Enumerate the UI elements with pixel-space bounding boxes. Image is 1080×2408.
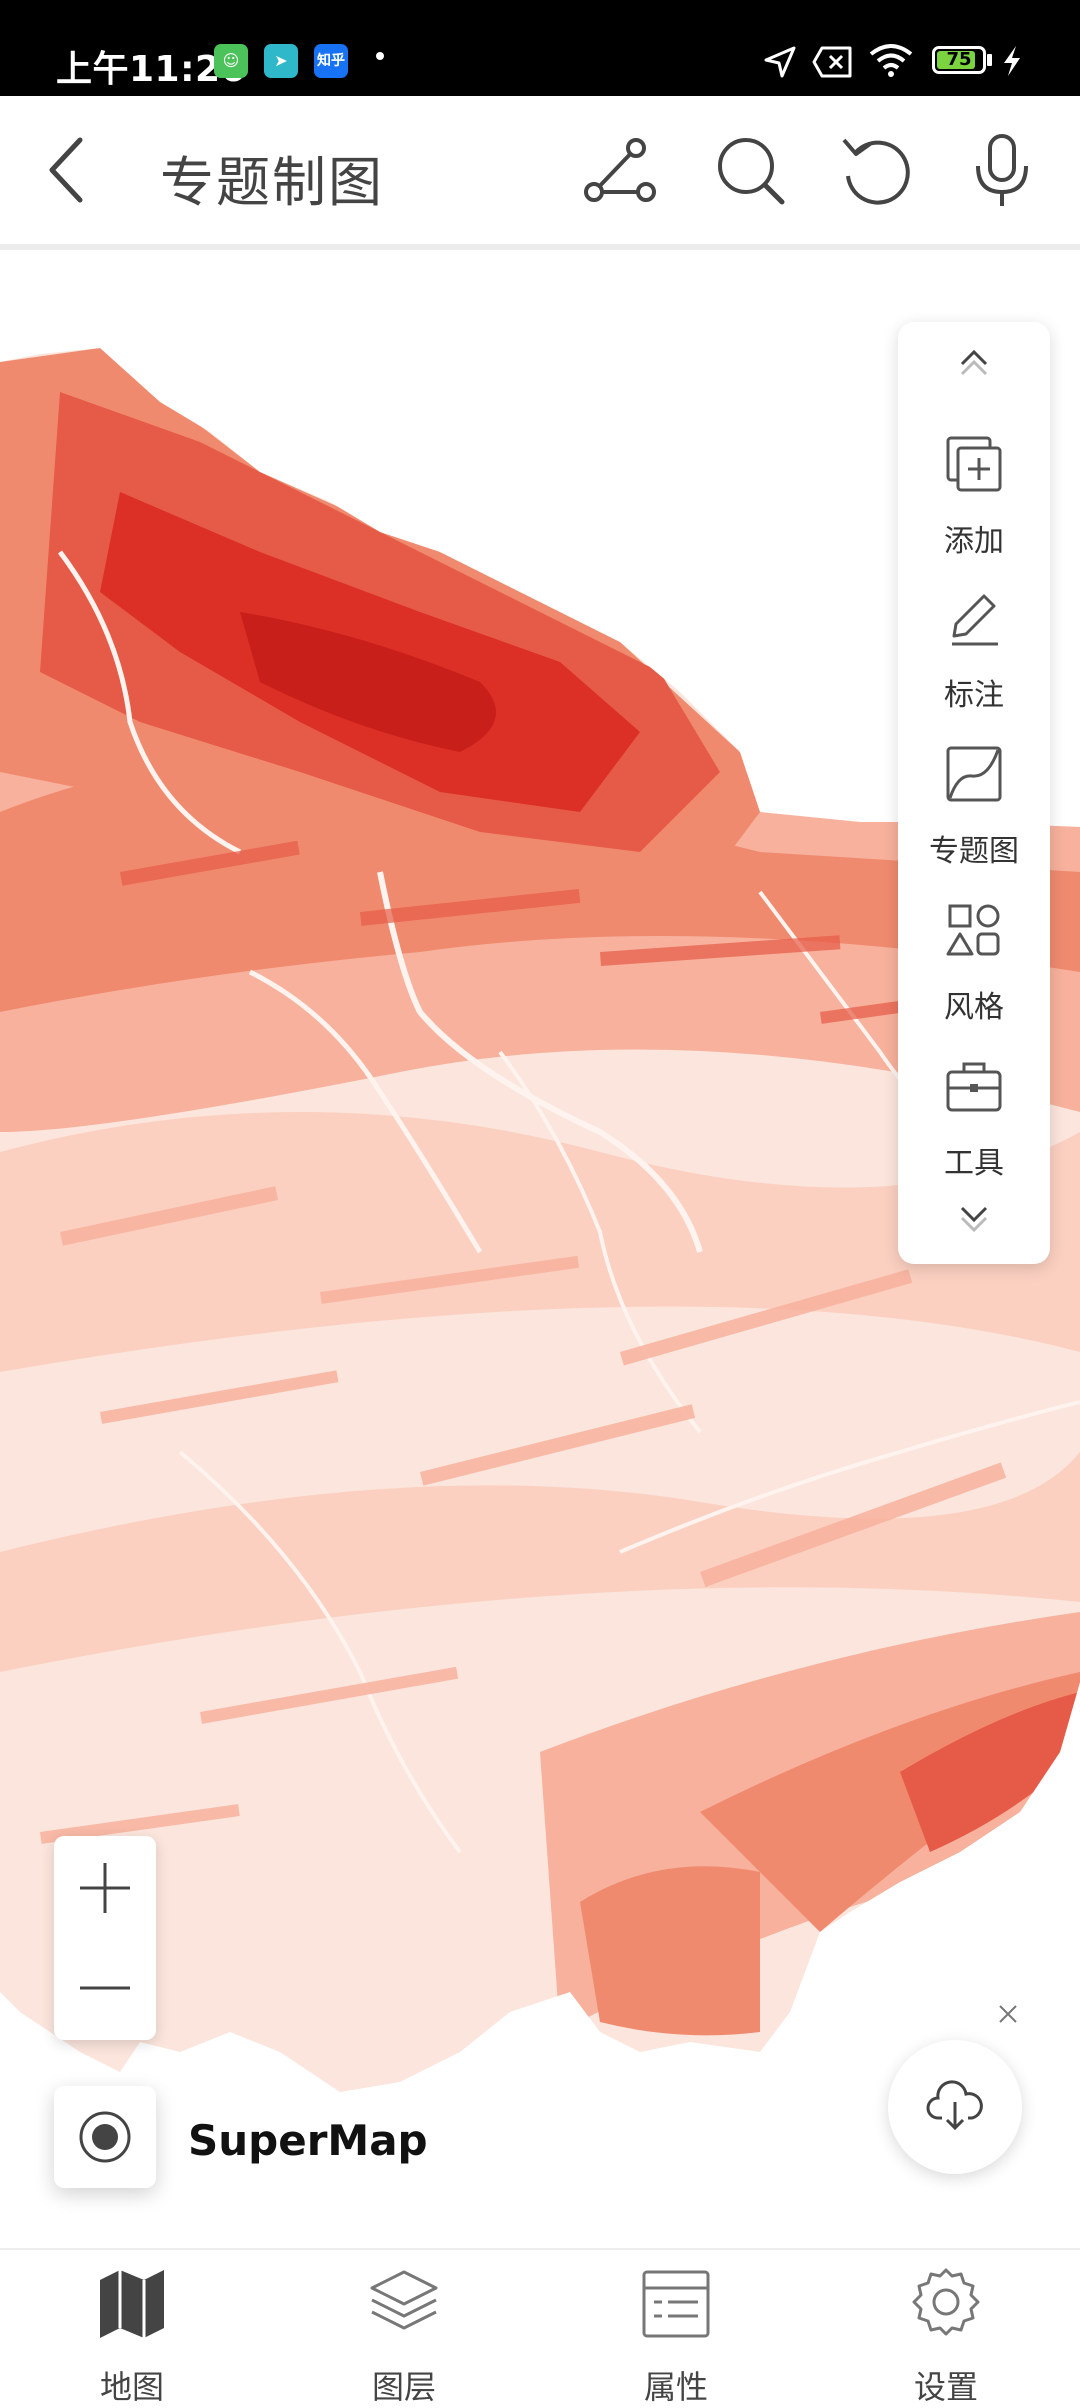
nav-attributes[interactable]: 属性 <box>576 2250 776 2406</box>
tool-style-label: 风格 <box>944 990 1004 1025</box>
map-icon <box>100 2270 164 2338</box>
download-button[interactable] <box>888 2040 1022 2174</box>
zoom-control <box>54 1836 156 2040</box>
chevron-up-icon[interactable] <box>954 342 994 382</box>
location-arrow-icon <box>764 46 796 78</box>
page-title: 专题制图 <box>160 151 384 214</box>
tool-style[interactable]: 风格 <box>898 900 1050 1050</box>
paper-plane-app-icon: ➤ <box>264 44 298 78</box>
bottom-navigation: 地图 图层 属性 设置 <box>0 2248 1080 2406</box>
thematic-map-icon <box>946 746 1002 802</box>
layers-icon <box>370 2270 438 2330</box>
battery-indicator: 75 <box>932 46 986 74</box>
wifi-icon <box>869 44 913 77</box>
microphone-icon[interactable] <box>962 130 1042 210</box>
shapes-style-icon <box>946 904 1000 956</box>
locate-button[interactable] <box>54 2086 156 2188</box>
nav-settings-label: 设置 <box>913 2368 978 2406</box>
chevron-down-icon[interactable] <box>954 1200 994 1240</box>
tool-thematic-map-label: 专题图 <box>929 834 1019 869</box>
no-sim-icon <box>812 46 852 78</box>
cloud-download-icon <box>926 2080 983 2131</box>
zoom-in-button[interactable] <box>54 1836 156 1936</box>
close-icon[interactable] <box>996 2002 1020 2026</box>
measure-path-icon[interactable] <box>580 130 660 210</box>
nav-settings[interactable]: 设置 <box>846 2250 1046 2406</box>
notification-dot <box>376 52 384 60</box>
attribute-table-icon <box>642 2270 710 2338</box>
header-divider <box>0 244 1080 250</box>
map-source-label: SuperMap <box>188 2116 428 2165</box>
tool-annotate[interactable]: 标注 <box>898 588 1050 738</box>
toolbox-icon <box>946 1062 1002 1112</box>
thematic-map-raster <box>0 348 1080 2092</box>
tool-add[interactable]: 添加 <box>898 434 1050 584</box>
back-button[interactable] <box>40 130 90 210</box>
nav-map-label: 地图 <box>99 2368 164 2406</box>
zoom-out-button[interactable] <box>54 1938 156 2038</box>
charging-icon <box>1004 46 1020 76</box>
pencil-icon <box>952 594 998 646</box>
tool-tools-label: 工具 <box>944 1146 1004 1181</box>
map-toolbar: 添加 标注 专题图 风格 工具 <box>898 322 1050 1264</box>
add-layer-icon <box>946 436 1002 492</box>
app-header <box>0 96 1080 246</box>
nav-map[interactable]: 地图 <box>32 2250 232 2406</box>
nav-layers[interactable]: 图层 <box>304 2250 504 2406</box>
tool-add-label: 添加 <box>944 524 1004 559</box>
settings-gear-icon <box>912 2268 980 2336</box>
search-icon[interactable] <box>710 130 790 210</box>
tool-tools[interactable]: 工具 <box>898 1056 1050 1206</box>
tool-annotate-label: 标注 <box>944 678 1004 713</box>
status-bar: 上午11:26 ☺ ➤ 知乎 75 <box>0 0 1080 96</box>
undo-icon[interactable] <box>836 130 916 210</box>
battery-level: 75 <box>946 49 972 70</box>
locate-icon <box>79 2111 131 2163</box>
nav-layers-label: 图层 <box>371 2368 436 2406</box>
status-time: 上午11:26 <box>56 49 247 90</box>
nav-attributes-label: 属性 <box>643 2368 708 2406</box>
tool-thematic-map[interactable]: 专题图 <box>898 744 1050 894</box>
cat-app-icon: ☺ <box>214 44 248 78</box>
zhihu-app-icon: 知乎 <box>314 44 348 78</box>
